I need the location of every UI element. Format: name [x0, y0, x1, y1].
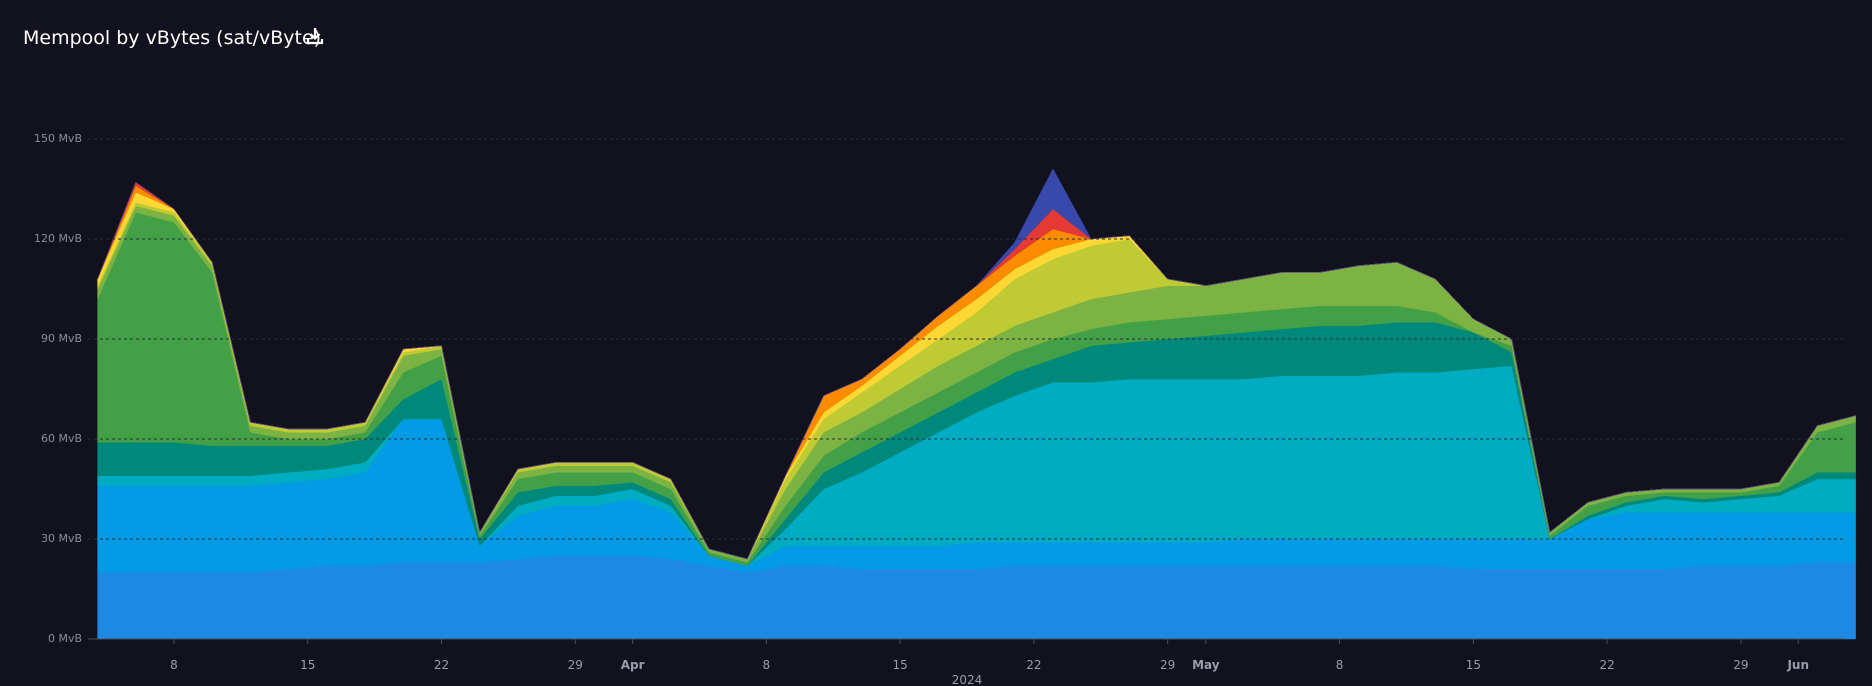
- x-tick-label: 8: [1336, 658, 1344, 672]
- y-tick-label: 150 MvB: [34, 132, 82, 145]
- x-tick-label: 22: [1600, 658, 1615, 672]
- download-button[interactable]: [306, 28, 324, 45]
- x-tick-label: 29: [1733, 658, 1748, 672]
- y-tick-label: 90 MvB: [41, 332, 82, 345]
- x-tick-label: 29: [568, 658, 583, 672]
- x-tick-label: 22: [1026, 658, 1041, 672]
- y-tick-label: 120 MvB: [34, 232, 82, 245]
- area: [97, 168, 1856, 560]
- y-tick-label: 0 MvB: [48, 632, 82, 645]
- chart-title: Mempool by vBytes (sat/vByte): [23, 27, 321, 49]
- x-tick-label: Apr: [621, 658, 645, 672]
- x-tick-label: 15: [300, 658, 315, 672]
- x-tick-label: Jun: [1786, 658, 1809, 672]
- x-tick-label: May: [1192, 658, 1220, 672]
- y-tick-label: 60 MvB: [41, 432, 82, 445]
- y-tick-label: 30 MvB: [41, 532, 82, 545]
- x-axis-label: 2024: [952, 673, 983, 686]
- x-tick-label: 15: [892, 658, 907, 672]
- x-tick-label: 29: [1160, 658, 1175, 672]
- x-tick-label: 8: [763, 658, 771, 672]
- x-tick-label: 8: [170, 658, 178, 672]
- x-tick-label: 15: [1466, 658, 1481, 672]
- x-tick-label: 22: [434, 658, 449, 672]
